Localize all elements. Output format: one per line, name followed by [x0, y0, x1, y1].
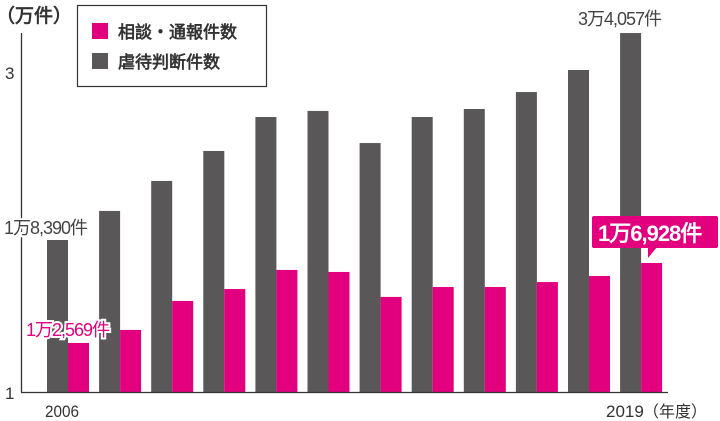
bar-judged-2: [151, 180, 173, 392]
x-unit-label: （年度）: [643, 403, 707, 421]
bar-judged-10: [568, 69, 589, 392]
legend-swatch-judged: [92, 53, 108, 69]
bar-judged-7: [411, 117, 433, 393]
bar-judged-11: [620, 33, 642, 392]
y-unit-label: （万件）: [0, 4, 72, 27]
bar-consult-8: [484, 287, 506, 392]
annotation-dark-last: 3万4,057件: [578, 9, 662, 29]
x-tick-label-first: 2006: [45, 402, 79, 421]
annotation-pink-last: 1万6,928件: [598, 221, 702, 246]
annotation-pink-first: 1万2,569件: [26, 320, 110, 340]
bar-judged-0: [47, 240, 68, 392]
bar-judged-1: [99, 210, 121, 392]
bar-consult-4: [276, 269, 298, 392]
bar-judged-8: [463, 108, 485, 393]
legend-swatch-consult: [92, 23, 108, 39]
legend-label-consult: 相談・通報件数: [118, 22, 238, 42]
bar-consult-3: [224, 289, 246, 392]
annotation-dark-first: 1万8,390件: [4, 218, 88, 238]
bar-judged-4: [255, 117, 277, 393]
x-tick-label-last: 2019: [606, 402, 644, 421]
bar-judged-6: [359, 143, 381, 392]
bar-consult-7: [432, 287, 454, 392]
callout-pink-last: 1万6,928件: [592, 216, 718, 258]
legend-label-judged: 虐待判断件数: [118, 52, 221, 72]
bar-consult-10: [589, 276, 610, 392]
bar-consult-5: [328, 271, 350, 392]
bar-judged-9: [515, 92, 537, 392]
bar-consult-0: [68, 343, 89, 392]
bar-judged-5: [307, 110, 329, 393]
bar-consult-11: [641, 263, 663, 392]
bar-consult-1: [120, 329, 142, 392]
bar-judged-3: [203, 150, 225, 392]
bar-consult-2: [172, 300, 194, 392]
y-tick-label-3: 3: [5, 64, 14, 83]
legend: 相談・通報件数 虐待判断件数: [76, 4, 268, 88]
bar-consult-6: [380, 296, 402, 392]
bar-consult-9: [536, 282, 558, 392]
y-tick-label-1: 1: [5, 384, 14, 403]
